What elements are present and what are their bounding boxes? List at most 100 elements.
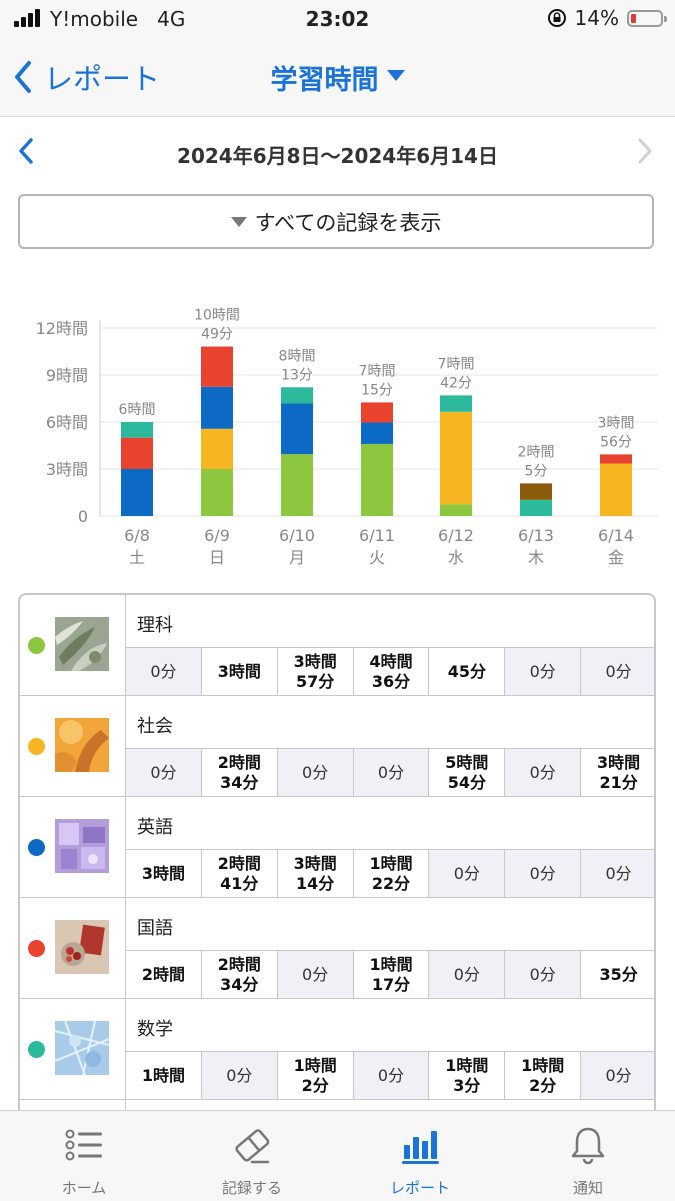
weekday-label: 月 bbox=[289, 548, 305, 567]
caret-down-icon bbox=[386, 70, 405, 81]
show-all-records-button[interactable]: すべての記録を表示 bbox=[18, 194, 654, 249]
back-label: レポート bbox=[44, 62, 161, 96]
time-cell: 5時間 54分 bbox=[429, 749, 506, 796]
time-cell: 0分 bbox=[505, 749, 582, 796]
bar-total-label: 3時間 bbox=[598, 415, 635, 431]
x-tick-label: 6/12 bbox=[438, 526, 474, 545]
subject-thumbnail bbox=[55, 920, 109, 974]
subject-color-dot bbox=[28, 1041, 45, 1058]
page-title: 学習時間 bbox=[270, 65, 379, 96]
y-tick-label: 6時間 bbox=[46, 413, 88, 432]
time-cell: 1時間 17分 bbox=[353, 951, 430, 998]
previous-week-button[interactable] bbox=[18, 138, 34, 164]
eraser-icon bbox=[235, 1129, 270, 1164]
bar-segment bbox=[440, 411, 472, 505]
subject-thumbnail bbox=[55, 1021, 109, 1075]
x-tick-label: 6/10 bbox=[279, 526, 315, 545]
y-tick-label: 12時間 bbox=[36, 319, 88, 338]
time-cell: 35分 bbox=[581, 951, 654, 998]
bar-segment bbox=[600, 463, 632, 516]
subject-thumbnail bbox=[55, 617, 109, 671]
bell-icon bbox=[571, 1127, 605, 1165]
time-cell: 0分 bbox=[126, 749, 202, 796]
subject-name: 英語 bbox=[137, 817, 173, 838]
subject-row[interactable]: 英語 3時間 2時間 41分 3時間 14分 1時間 22分 0分 0分 0分 bbox=[20, 797, 654, 898]
time-cell: 0分 bbox=[581, 850, 654, 897]
bar-total-label: 13分 bbox=[281, 367, 313, 383]
signal-icon bbox=[14, 9, 44, 27]
time-cell: 0分 bbox=[505, 648, 582, 695]
time-cell: 0分 bbox=[429, 850, 506, 897]
bar-total-label: 8時間 bbox=[279, 348, 316, 364]
time-cell: 0分 bbox=[581, 1052, 654, 1099]
time-cell: 3時間 bbox=[126, 850, 202, 897]
back-button[interactable]: レポート bbox=[14, 56, 160, 98]
time-cell: 0分 bbox=[353, 1052, 430, 1099]
status-bar: Y!mobile 4G 23:02 14% bbox=[0, 0, 675, 38]
battery-icon bbox=[627, 9, 667, 27]
time-cell: 1時間 2分 bbox=[505, 1052, 582, 1099]
tab-home[interactable]: ホーム bbox=[0, 1111, 168, 1201]
time-cell: 0分 bbox=[505, 951, 582, 998]
x-tick-label: 6/8 bbox=[124, 526, 150, 545]
subject-row[interactable]: 社会 0分 2時間 34分 0分 0分 5時間 54分 0分 3時間 21分 bbox=[20, 696, 654, 797]
time-cell: 3時間 14分 bbox=[277, 850, 354, 897]
bar-segment bbox=[201, 386, 233, 429]
x-tick-label: 6/13 bbox=[518, 526, 554, 545]
report-type-selector[interactable]: 学習時間 bbox=[0, 58, 675, 97]
bar-segment bbox=[201, 428, 233, 469]
clock: 23:02 bbox=[305, 7, 370, 31]
bar-segment bbox=[281, 387, 313, 404]
weekday-label: 水 bbox=[448, 548, 464, 567]
tab-record[interactable]: 記録する bbox=[168, 1111, 336, 1201]
weekday-label: 日 bbox=[209, 548, 225, 567]
weekday-label: 木 bbox=[528, 548, 544, 567]
time-cell: 3時間 bbox=[201, 648, 278, 695]
time-cell: 2時間 41分 bbox=[201, 850, 278, 897]
subject-row[interactable]: 数学 1時間 0分 1時間 2分 0分 1時間 3分 1時間 2分 0分 bbox=[20, 999, 654, 1100]
tab-report-label: レポート bbox=[389, 1179, 450, 1197]
date-range-label: 2024年6月8日〜2024年6月14日 bbox=[177, 144, 498, 168]
subject-daily-times: 0分 3時間 3時間 57分 4時間 36分 45分 0分 0分 bbox=[126, 647, 654, 695]
bar-segment bbox=[201, 469, 233, 516]
bar-segment bbox=[121, 469, 153, 516]
bar-total-label: 7時間 bbox=[438, 356, 475, 372]
rotation-lock-icon bbox=[547, 9, 566, 27]
tab-record-label: 記録する bbox=[221, 1179, 282, 1197]
bar-total-label: 10時間 bbox=[194, 308, 240, 324]
bar-segment bbox=[520, 483, 552, 500]
bar-segment bbox=[281, 403, 313, 455]
x-tick-label: 6/14 bbox=[598, 526, 634, 545]
time-cell: 2時間 bbox=[126, 951, 202, 998]
subject-thumbnail bbox=[55, 819, 109, 873]
next-week-button[interactable] bbox=[637, 138, 653, 164]
subject-row[interactable]: 国語 2時間 2時間 34分 0分 1時間 17分 0分 0分 35分 bbox=[20, 898, 654, 999]
subject-row[interactable]: 理科 0分 3時間 3時間 57分 4時間 36分 45分 0分 0分 bbox=[20, 595, 654, 696]
bar-total-label: 6時間 bbox=[119, 402, 156, 418]
battery-percent: 14% bbox=[574, 6, 619, 30]
bar-segment bbox=[520, 499, 552, 516]
time-cell: 0分 bbox=[581, 648, 654, 695]
tab-notifications-label: 通知 bbox=[572, 1179, 603, 1197]
weekday-label: 土 bbox=[129, 548, 145, 567]
bar-total-label: 7時間 bbox=[359, 363, 396, 379]
subject-color-dot bbox=[28, 637, 45, 654]
date-range-row: 2024年6月8日〜2024年6月14日 bbox=[0, 128, 675, 174]
tab-report[interactable]: レポート bbox=[336, 1111, 504, 1201]
tab-home-label: ホーム bbox=[61, 1179, 107, 1197]
time-cell: 0分 bbox=[201, 1052, 278, 1099]
bar-total-label: 42分 bbox=[440, 375, 472, 391]
bar-segment bbox=[201, 346, 233, 387]
bar-segment bbox=[121, 437, 153, 469]
time-cell: 3時間 21分 bbox=[581, 749, 654, 796]
weekday-label: 金 bbox=[608, 548, 624, 567]
bar-total-label: 49分 bbox=[201, 327, 233, 343]
subject-row[interactable] bbox=[20, 1100, 654, 1113]
time-cell: 2時間 34分 bbox=[201, 951, 278, 998]
bar-chart-icon bbox=[402, 1131, 439, 1164]
bar-segment bbox=[281, 454, 313, 516]
list-icon bbox=[65, 1129, 102, 1161]
tab-notifications[interactable]: 通知 bbox=[504, 1111, 672, 1201]
study-time-chart: 0 3時間 6時間 9時間 12時間 6時間 6/8 土 10時間 49分 6/9 日 8時間 13分 6/… bbox=[36, 308, 658, 567]
carrier: Y!mobile 4G bbox=[50, 7, 186, 31]
